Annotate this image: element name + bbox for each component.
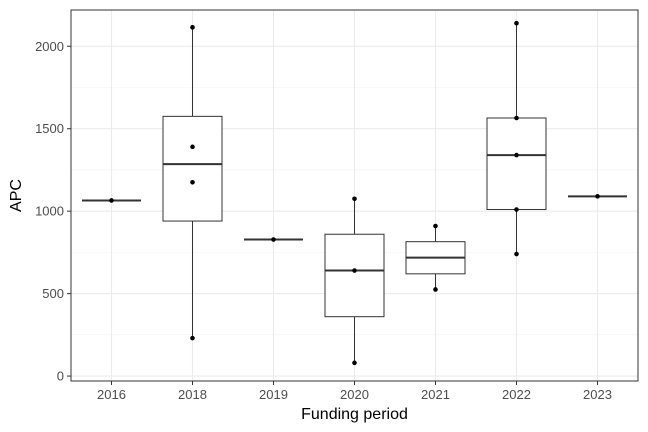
data-point bbox=[190, 144, 195, 150]
x-tick-label: 2018 bbox=[178, 387, 207, 402]
data-point bbox=[190, 335, 195, 341]
data-point bbox=[190, 180, 195, 185]
axis-layer: 0 500 1000 1500 2000 2016 2018 2019 2020 2021 2022… bbox=[35, 39, 612, 402]
data-point bbox=[595, 194, 600, 199]
box-iqr bbox=[324, 233, 385, 318]
box-2021 bbox=[405, 226, 466, 290]
data-point bbox=[514, 207, 519, 212]
data-point bbox=[514, 115, 519, 121]
data-point bbox=[514, 20, 519, 26]
y-tick-label: 500 bbox=[42, 286, 64, 301]
box-iqr bbox=[162, 115, 223, 222]
y-tick-label: 2000 bbox=[35, 39, 64, 54]
data-point bbox=[433, 287, 438, 292]
box-2018 bbox=[162, 27, 223, 339]
y-axis-title: APC bbox=[8, 179, 25, 212]
x-tick-label: 2023 bbox=[583, 387, 612, 402]
data-point bbox=[352, 196, 357, 202]
data-point bbox=[514, 251, 519, 257]
x-tick-label: 2020 bbox=[340, 387, 369, 402]
y-tick-label: 0 bbox=[57, 369, 64, 384]
data-point bbox=[352, 360, 357, 366]
data-point bbox=[352, 268, 357, 273]
y-tick-label: 1500 bbox=[35, 121, 64, 136]
box-2022 bbox=[486, 23, 547, 255]
y-tick-label: 1000 bbox=[35, 204, 64, 219]
data-point bbox=[190, 25, 195, 30]
data-point bbox=[271, 237, 276, 242]
box-layer bbox=[82, 23, 627, 363]
x-tick-label: 2021 bbox=[421, 387, 450, 402]
data-point bbox=[514, 152, 519, 158]
point-layer bbox=[109, 20, 600, 366]
box-2020 bbox=[324, 198, 385, 363]
x-tick-label: 2019 bbox=[259, 387, 288, 402]
x-tick-label: 2016 bbox=[97, 387, 126, 402]
box-iqr bbox=[486, 117, 547, 211]
x-tick-label: 2022 bbox=[502, 387, 531, 402]
data-point bbox=[433, 223, 438, 229]
x-axis-title: Funding period bbox=[301, 406, 408, 423]
data-point bbox=[109, 198, 114, 203]
